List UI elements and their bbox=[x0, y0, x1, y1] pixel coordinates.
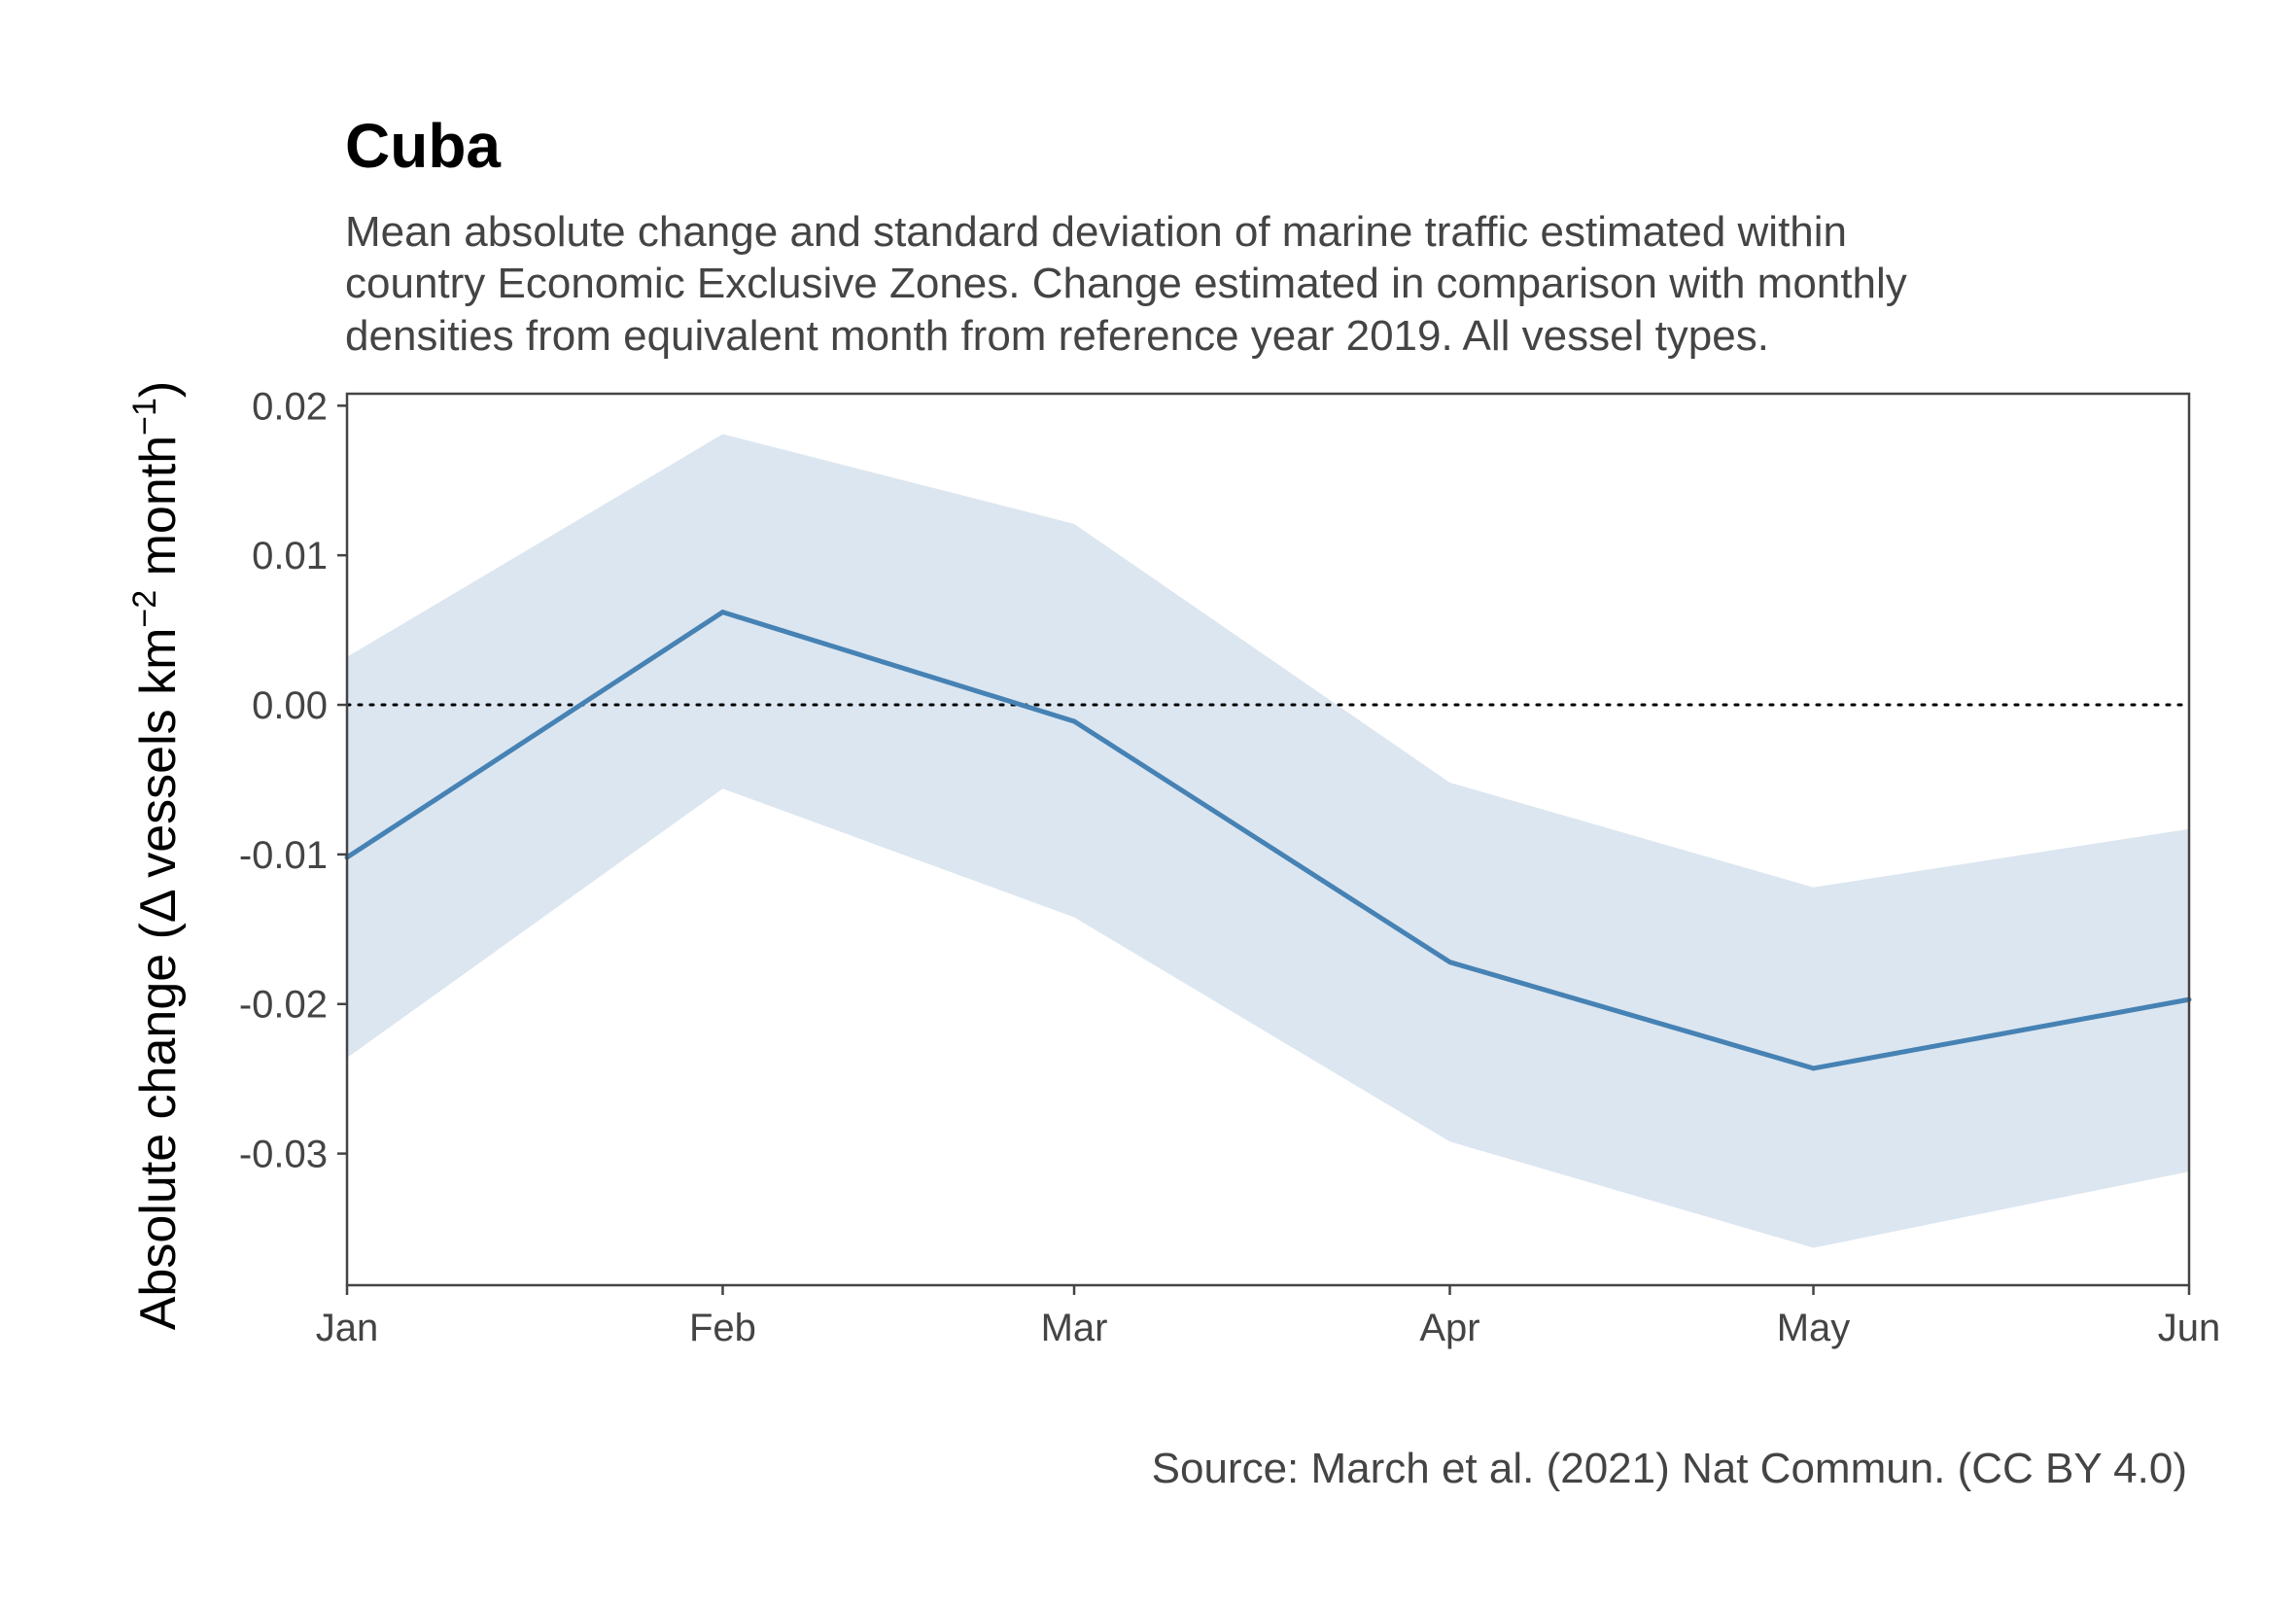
data-point-mar bbox=[1071, 718, 1077, 724]
y-axis-title-middle: month bbox=[130, 436, 187, 590]
y-axis-title-sup-2: −1 bbox=[126, 398, 163, 436]
chart-subtitle-line-3: densities from equivalent month from ref… bbox=[345, 312, 1769, 360]
data-point-apr bbox=[1447, 960, 1453, 965]
y-tick-label: 0.01 bbox=[252, 535, 328, 577]
y-axis-title-suffix: ) bbox=[130, 381, 187, 398]
plot-panel-border bbox=[345, 392, 2191, 1287]
y-axis-title-prefix: Absolute change (Δ vessels km bbox=[130, 628, 187, 1331]
chart-subtitle-line-2: country Economic Exclusive Zones. Change… bbox=[345, 260, 1907, 307]
x-tick-label-mar: Mar bbox=[1041, 1307, 1108, 1349]
x-tick-label-feb: Feb bbox=[689, 1307, 756, 1349]
sd-band-0 bbox=[347, 434, 2189, 1248]
x-tick-label-apr: Apr bbox=[1419, 1307, 1479, 1349]
y-tick-label: 0.02 bbox=[252, 385, 328, 428]
y-axis-title: Absolute change (Δ vessels km−2 month−1) bbox=[126, 381, 187, 1331]
chart-title: Cuba bbox=[345, 111, 501, 181]
y-tick-label: -0.01 bbox=[239, 834, 328, 877]
y-tick-label: -0.02 bbox=[239, 984, 328, 1027]
plot-area: 0.02 0.01 0.00 -0.01 -0.02 -0.03 Jan Feb Mar Apr M… bbox=[239, 385, 2220, 1349]
x-tick-label-jan: Jan bbox=[316, 1307, 379, 1349]
chart-caption: Source: March et al. (2021) Nat Commun. … bbox=[1152, 1445, 2187, 1492]
mean-change-line-0 bbox=[345, 610, 2190, 1071]
x-tick-label-jun: Jun bbox=[2158, 1307, 2221, 1349]
chart-subtitle-line-1: Mean absolute change and standard deviat… bbox=[345, 208, 1847, 256]
y-axis-title-sup-1: −2 bbox=[126, 590, 163, 628]
data-point-may bbox=[1811, 1066, 1817, 1071]
y-tick-label: 0.00 bbox=[252, 684, 328, 727]
x-tick-label-may: May bbox=[1777, 1307, 1851, 1349]
y-tick-label: -0.03 bbox=[239, 1134, 328, 1176]
data-point-feb bbox=[719, 610, 725, 615]
